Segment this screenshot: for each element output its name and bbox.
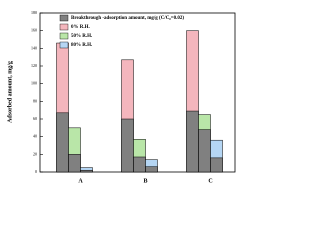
breakthrough-bar	[80, 169, 93, 173]
y-tick-label: 120	[31, 63, 37, 68]
y-tick-label: 0	[35, 169, 37, 174]
legend-label: 80% R.H.	[71, 43, 93, 48]
y-tick-label: 180	[31, 10, 37, 15]
legend-swatch	[59, 41, 69, 49]
y-tick-label: 80	[33, 98, 37, 103]
legend-label: 50% R.H.	[71, 34, 93, 39]
x-tick-label: C	[208, 178, 212, 184]
legend-swatch	[59, 14, 69, 22]
breakthrough-bar	[68, 154, 81, 173]
legend-label: Breakthrough -adsorption amount, mg/g (C…	[71, 16, 184, 21]
breakthrough-bar	[56, 112, 69, 173]
y-tick-label: 160	[31, 28, 37, 33]
x-tick-label: A	[78, 178, 83, 184]
legend-swatch	[59, 23, 69, 31]
y-tick-label: 140	[31, 45, 37, 50]
chart: Adsorbed amount, mg/g 0 20 40 60 80 100 120 140…	[7, 10, 236, 184]
breakthrough-bar	[133, 156, 146, 173]
breakthrough-bar	[210, 157, 223, 173]
y-tick-label: 100	[31, 81, 37, 86]
y-tick-label: 60	[33, 116, 37, 121]
breakthrough-bar	[198, 129, 211, 173]
y-tick-label: 40	[33, 134, 37, 139]
breakthrough-bar	[145, 166, 158, 173]
x-tick-label: B	[143, 178, 147, 184]
breakthrough-bar	[121, 118, 134, 173]
legend-label: 0% R.H.	[71, 25, 91, 30]
y-tick-label: 20	[33, 151, 37, 156]
legend-swatch	[59, 32, 69, 40]
breakthrough-bar	[186, 110, 199, 173]
y-axis-label: Adsorbed amount, mg/g	[7, 61, 13, 123]
